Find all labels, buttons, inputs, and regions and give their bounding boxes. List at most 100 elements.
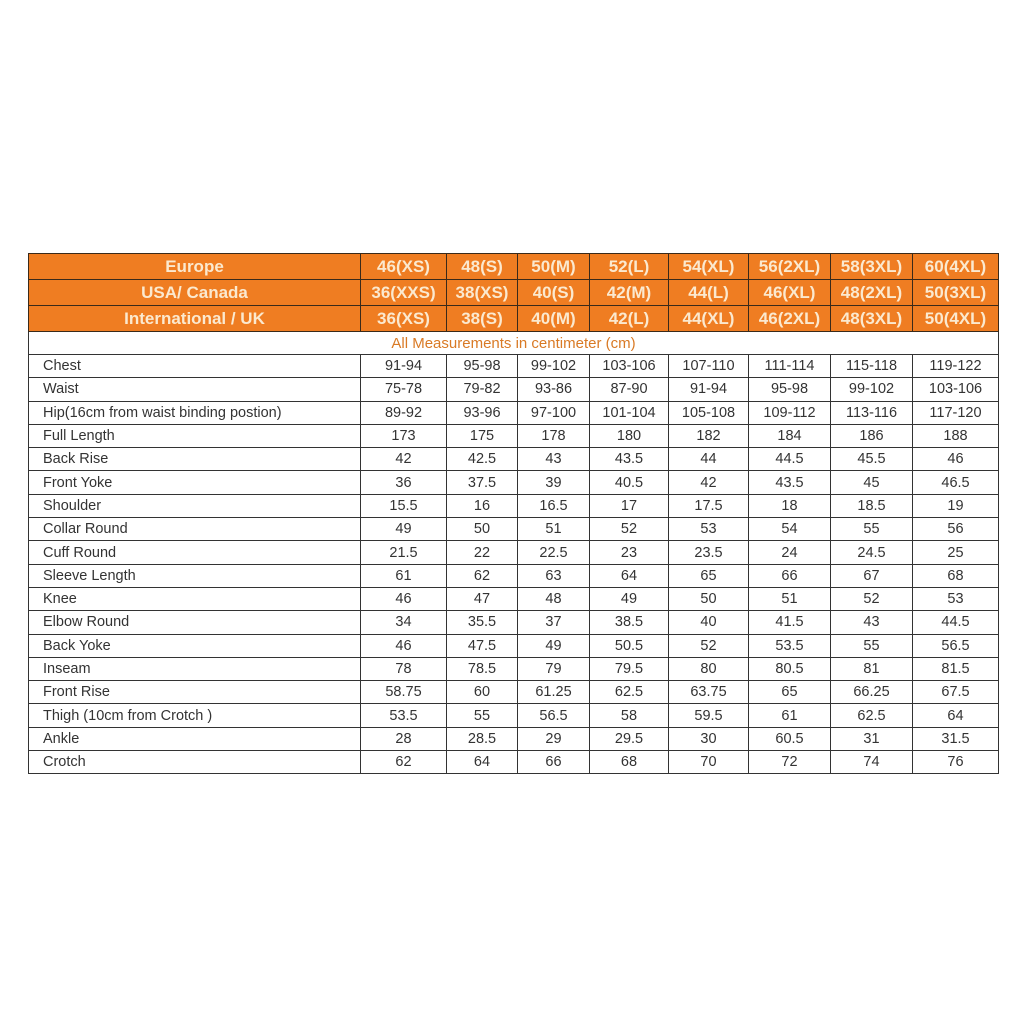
measurement-label: Back Yoke — [28, 633, 361, 658]
table-row: Collar Round 49 50 51 52 53 54 55 56 — [28, 517, 999, 542]
measurement-value: 56.5 — [517, 703, 590, 728]
size-cell: 48(S) — [446, 253, 518, 280]
measurement-value: 47 — [446, 586, 518, 612]
measurement-value: 50.5 — [589, 633, 669, 658]
table-row: Knee 46 47 48 49 50 51 52 53 — [28, 586, 999, 612]
region-label: USA/ Canada — [28, 279, 361, 306]
table-row: Front Rise 58.75 60 61.25 62.5 63.75 65 66.25 67… — [28, 680, 999, 705]
measurement-value: 24 — [748, 540, 831, 565]
measurement-value: 49 — [360, 517, 447, 542]
size-cell: 54(XL) — [668, 253, 749, 280]
measurement-value: 64 — [912, 703, 999, 728]
measurement-value: 35.5 — [446, 610, 518, 635]
size-cell: 50(3XL) — [912, 279, 999, 306]
measurement-value: 18 — [748, 493, 831, 519]
measurement-value: 22 — [446, 540, 518, 565]
measurement-value: 63 — [517, 563, 590, 588]
measurement-value: 70 — [668, 750, 749, 775]
measurement-value: 178 — [517, 423, 590, 449]
measurement-value: 61 — [748, 703, 831, 728]
table-row: Shoulder 15.5 16 16.5 17 17.5 18 18.5 19 — [28, 493, 999, 519]
measurement-value: 56.5 — [912, 633, 999, 658]
measurement-value: 59.5 — [668, 703, 749, 728]
units-row: All Measurements in centimeter (cm) — [28, 331, 999, 355]
region-label: Europe — [28, 253, 361, 280]
measurement-value: 93-96 — [446, 400, 518, 425]
measurement-value: 79.5 — [589, 656, 669, 682]
size-cell: 42(M) — [589, 279, 669, 306]
size-cell: 36(XXS) — [360, 279, 447, 306]
measurement-value: 62.5 — [589, 680, 669, 705]
measurement-value: 23 — [589, 540, 669, 565]
measurement-value: 65 — [668, 563, 749, 588]
measurement-value: 17 — [589, 493, 669, 519]
measurement-value: 184 — [748, 423, 831, 449]
table-row: Chest 91-94 95-98 99-102 103-106 107-110 111-1… — [28, 353, 999, 379]
size-cell: 42(L) — [589, 305, 669, 332]
measurement-value: 42.5 — [446, 447, 518, 472]
measurement-value: 43.5 — [748, 470, 831, 495]
table-row: Back Rise 42 42.5 43 43.5 44 44.5 45.5 46 — [28, 447, 999, 472]
size-header-row: Europe 46(XS) 48(S) 50(M) 52(L) 54(XL) 56(2XL)… — [28, 253, 999, 280]
table-row: Inseam 78 78.5 79 79.5 80 80.5 81 81.5 — [28, 656, 999, 682]
measurement-value: 16.5 — [517, 493, 590, 519]
size-cell: 52(L) — [589, 253, 669, 280]
measurement-value: 48 — [517, 586, 590, 612]
measurement-value: 87-90 — [589, 377, 669, 402]
measurement-value: 53.5 — [360, 703, 447, 728]
measurement-value: 42 — [360, 447, 447, 472]
measurement-value: 99-102 — [517, 353, 590, 379]
size-cell: 50(M) — [517, 253, 590, 280]
size-cell: 48(3XL) — [830, 305, 913, 332]
measurement-value: 28.5 — [446, 726, 518, 752]
measurement-value: 89-92 — [360, 400, 447, 425]
measurement-value: 17.5 — [668, 493, 749, 519]
measurement-value: 54 — [748, 517, 831, 542]
measurement-value: 68 — [589, 750, 669, 775]
measurement-label: Cuff Round — [28, 540, 361, 565]
size-cell: 40(M) — [517, 305, 590, 332]
measurement-value: 30 — [668, 726, 749, 752]
measurement-value: 80 — [668, 656, 749, 682]
region-label: International / UK — [28, 305, 361, 332]
measurement-value: 37 — [517, 610, 590, 635]
measurement-value: 55 — [446, 703, 518, 728]
size-cell: 46(2XL) — [748, 305, 831, 332]
size-cell: 60(4XL) — [912, 253, 999, 280]
measurement-value: 46 — [360, 633, 447, 658]
measurement-value: 188 — [912, 423, 999, 449]
measurement-value: 39 — [517, 470, 590, 495]
measurement-value: 53 — [912, 586, 999, 612]
measurement-value: 103-106 — [912, 377, 999, 402]
measurement-label: Crotch — [28, 750, 361, 775]
measurement-label: Knee — [28, 586, 361, 612]
measurement-value: 46 — [912, 447, 999, 472]
size-cell: 48(2XL) — [830, 279, 913, 306]
size-cell: 38(S) — [446, 305, 518, 332]
measurement-value: 91-94 — [360, 353, 447, 379]
size-cell: 36(XS) — [360, 305, 447, 332]
measurement-value: 64 — [589, 563, 669, 588]
measurement-value: 31.5 — [912, 726, 999, 752]
measurement-value: 43 — [830, 610, 913, 635]
measurement-label: Shoulder — [28, 493, 361, 519]
table-row: Cuff Round 21.5 22 22.5 23 23.5 24 24.5 25 — [28, 540, 999, 565]
measurement-value: 80.5 — [748, 656, 831, 682]
measurement-value: 79 — [517, 656, 590, 682]
measurement-value: 103-106 — [589, 353, 669, 379]
measurement-value: 60 — [446, 680, 518, 705]
measurement-value: 46.5 — [912, 470, 999, 495]
measurement-value: 61.25 — [517, 680, 590, 705]
measurement-label: Chest — [28, 353, 361, 379]
size-cell: 56(2XL) — [748, 253, 831, 280]
measurement-label: Waist — [28, 377, 361, 402]
measurement-value: 58 — [589, 703, 669, 728]
measurement-label: Full Length — [28, 423, 361, 449]
measurement-value: 74 — [830, 750, 913, 775]
table-row: Front Yoke 36 37.5 39 40.5 42 43.5 45 46.5 — [28, 470, 999, 495]
measurement-value: 52 — [668, 633, 749, 658]
measurement-value: 113-116 — [830, 400, 913, 425]
measurement-label: Collar Round — [28, 517, 361, 542]
measurement-label: Ankle — [28, 726, 361, 752]
measurement-value: 41.5 — [748, 610, 831, 635]
